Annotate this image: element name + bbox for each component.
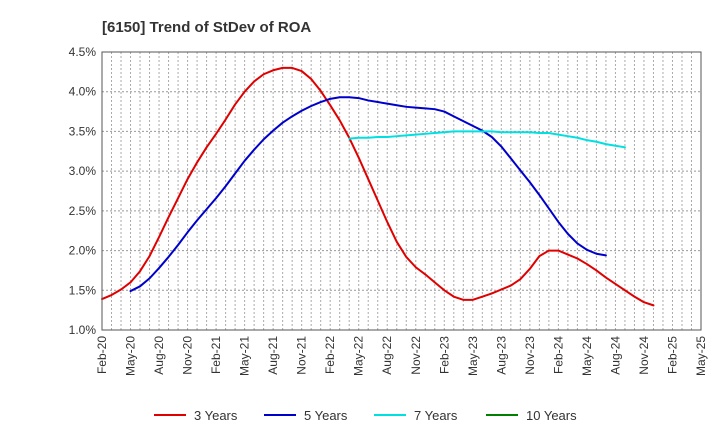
x-tick-label: Nov-21 xyxy=(295,336,309,375)
x-tick-label: Feb-23 xyxy=(437,336,451,374)
x-tick-label: Nov-20 xyxy=(181,336,195,375)
legend-label-5-years: 5 Years xyxy=(304,408,348,423)
y-tick-label: 4.0% xyxy=(69,85,97,99)
grid-layer xyxy=(101,51,702,331)
y-tick-label: 3.0% xyxy=(69,164,97,178)
x-tick-label: May-21 xyxy=(238,336,252,376)
y-tick-label: 3.5% xyxy=(69,124,97,138)
series-line-7-years xyxy=(348,130,626,149)
x-tick-label: Feb-20 xyxy=(95,336,109,374)
legend-label-3-years: 3 Years xyxy=(194,408,238,423)
series-layer xyxy=(101,66,655,307)
x-tick-label: Feb-22 xyxy=(323,336,337,374)
x-tick-label: May-24 xyxy=(580,336,594,376)
series-line-3-years xyxy=(101,66,655,307)
x-tick-label: Nov-23 xyxy=(523,336,537,375)
x-tick-label: Nov-22 xyxy=(409,336,423,375)
x-tick-label: Aug-21 xyxy=(266,336,280,375)
plot-area xyxy=(102,52,701,330)
legend-label-7-years: 7 Years xyxy=(414,408,458,423)
x-tick-label: Nov-24 xyxy=(637,336,651,375)
plot-border xyxy=(101,51,702,331)
x-tick-label: Aug-24 xyxy=(608,336,622,375)
x-tick-label: Aug-23 xyxy=(494,336,508,375)
y-tick-label: 1.0% xyxy=(69,323,97,337)
x-tick-label: May-22 xyxy=(352,336,366,376)
legend-label-10-years: 10 Years xyxy=(526,408,577,423)
x-tick-label: Feb-21 xyxy=(209,336,223,374)
y-tick-label: 2.5% xyxy=(69,204,97,218)
y-tick-label: 4.5% xyxy=(69,45,97,59)
x-tick-label: May-23 xyxy=(466,336,480,376)
y-tick-label: 2.0% xyxy=(69,244,97,258)
x-tick-label: May-25 xyxy=(694,336,708,376)
legend: 3 Years 5 Years 7 Years 10 Years xyxy=(154,408,577,423)
chart-title: [6150] Trend of StDev of ROA xyxy=(102,19,311,36)
x-tick-label: Aug-20 xyxy=(152,336,166,375)
series-line-5-years xyxy=(129,96,607,293)
y-tick-label: 1.5% xyxy=(69,283,97,297)
x-tick-label: May-20 xyxy=(124,336,138,376)
x-tick-label: Feb-24 xyxy=(551,336,565,374)
axis-layer: 1.0% 1.5% 2.0% 2.5% 3.0% 3.5% 4.0% 4.5% Feb-20 Ma… xyxy=(69,45,708,376)
x-tick-label: Aug-22 xyxy=(380,336,394,375)
x-tick-label: Feb-25 xyxy=(665,336,679,374)
